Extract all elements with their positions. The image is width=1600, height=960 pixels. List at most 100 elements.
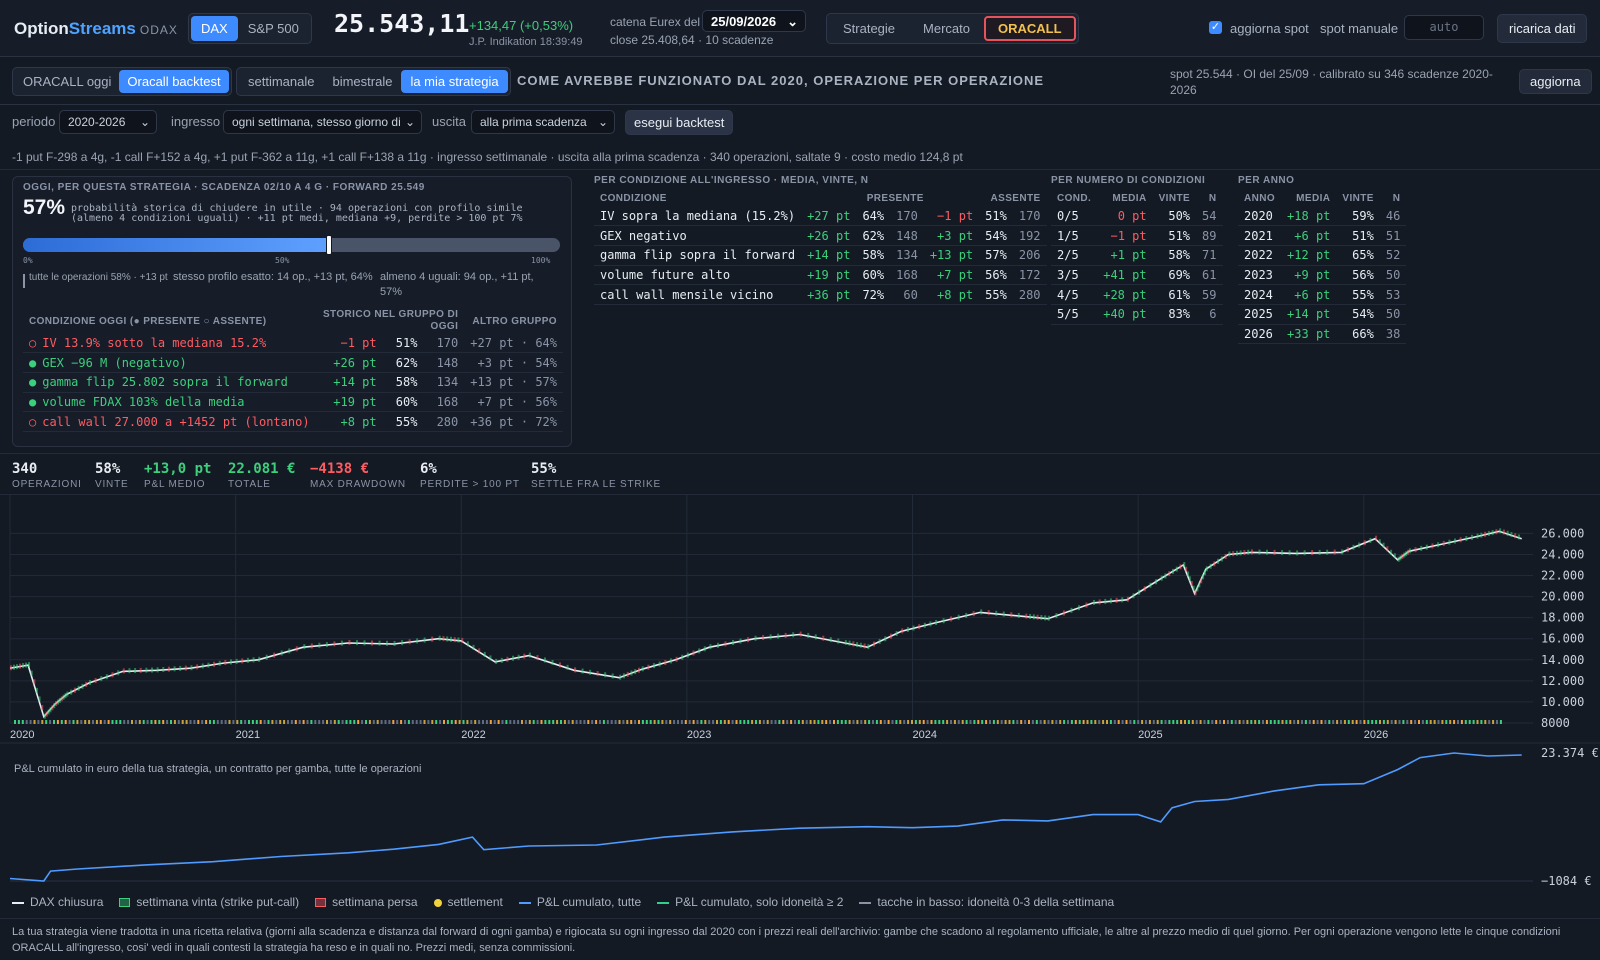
week-mark bbox=[1258, 549, 1261, 555]
week-mark bbox=[1010, 612, 1013, 618]
present-n: 134 bbox=[896, 248, 918, 263]
week-mark bbox=[523, 653, 526, 659]
row-label: 3/5 bbox=[1057, 267, 1079, 282]
legend-item: DAX chiusura bbox=[12, 895, 103, 909]
row-mean: +28 pt bbox=[1103, 287, 1147, 302]
week-mark bbox=[1476, 533, 1479, 539]
week-tick bbox=[1281, 720, 1284, 724]
week-tick bbox=[1332, 720, 1335, 724]
week-tick bbox=[524, 720, 527, 724]
today-card: OGGI, PER QUESTA STRATEGIA · SCADENZA 02… bbox=[12, 176, 572, 447]
week-mark bbox=[1029, 613, 1032, 619]
week-tick bbox=[446, 720, 449, 724]
present-win: 62% bbox=[862, 228, 885, 243]
tab-oracall-backtest[interactable]: Oracall backtest bbox=[119, 70, 229, 93]
periodo-select[interactable]: 2020-2026 ⌄ bbox=[59, 110, 157, 134]
week-mark bbox=[38, 696, 41, 702]
absent-win: 51% bbox=[985, 208, 1007, 223]
week-mark bbox=[630, 670, 633, 676]
legend-item: P&L cumulato, tutte bbox=[518, 895, 641, 909]
week-tick bbox=[80, 720, 83, 724]
aggiorna-button[interactable]: aggiorna bbox=[1519, 69, 1592, 94]
y-tick-label: 24.000 bbox=[1541, 547, 1584, 561]
note-almeno-4: almeno 4 uguali: 94 op., +11 pt, 57% bbox=[380, 271, 534, 298]
week-tick bbox=[1086, 720, 1089, 724]
table-row: gamma flip sopra il forward +14 pt 58% 134 +… bbox=[594, 245, 1047, 266]
indikation-time: J.P. Indikation 18:39:49 bbox=[469, 36, 583, 48]
tab-dax[interactable]: DAX bbox=[191, 16, 238, 41]
table-row: 1/5 −1 pt 51% 89 bbox=[1051, 226, 1223, 246]
week-tick bbox=[407, 720, 410, 724]
stat-item: 22.081 € TOTALE bbox=[228, 461, 295, 490]
week-tick bbox=[996, 720, 999, 724]
week-tick bbox=[731, 720, 734, 724]
week-mark bbox=[1358, 542, 1361, 548]
week-tick bbox=[1102, 720, 1105, 724]
week-mark bbox=[28, 662, 31, 668]
week-mark bbox=[950, 616, 953, 622]
week-mark bbox=[1093, 599, 1096, 605]
week-tick bbox=[49, 720, 52, 724]
week-tick bbox=[1172, 720, 1175, 724]
week-tick bbox=[212, 720, 215, 724]
week-mark bbox=[55, 701, 58, 707]
ricarica-dati-button[interactable]: ricarica dati bbox=[1497, 14, 1588, 43]
row-win: 69% bbox=[1168, 267, 1191, 282]
table-row: 3/5 +41 pt 69% 61 bbox=[1051, 265, 1223, 285]
week-mark bbox=[1047, 615, 1050, 621]
week-mark bbox=[1273, 549, 1276, 555]
week-tick bbox=[1464, 720, 1467, 724]
week-tick bbox=[1063, 720, 1066, 724]
uscita-select[interactable]: alla prima scadenza ⌄ bbox=[471, 110, 615, 134]
tab-bimestrale[interactable]: bimestrale bbox=[332, 74, 393, 89]
table-row: ○ IV 13.9% sotto la mediana 15.2% −1 pt 51%… bbox=[23, 333, 563, 353]
condition-text: volume FDAX 103% della media bbox=[42, 394, 245, 409]
col-header: N bbox=[1208, 192, 1217, 204]
row-mean: +14 pt bbox=[1287, 307, 1331, 322]
legend-item: settlement bbox=[433, 895, 503, 909]
week-tick bbox=[1308, 720, 1311, 724]
week-tick bbox=[1168, 720, 1171, 724]
tab-settimanale[interactable]: settimanale bbox=[248, 74, 315, 89]
aggiorna-spot-checkbox[interactable]: ✓ bbox=[1209, 21, 1222, 34]
stat-value: 22.081 € bbox=[228, 461, 296, 477]
tab-mercato[interactable]: Mercato bbox=[923, 21, 971, 36]
week-mark bbox=[1487, 530, 1490, 536]
week-mark bbox=[1196, 586, 1199, 592]
week-mark bbox=[386, 640, 389, 646]
week-tick bbox=[1164, 720, 1167, 724]
week-tick bbox=[977, 720, 980, 724]
spot-manuale-input[interactable]: auto bbox=[1404, 15, 1484, 40]
week-tick bbox=[415, 720, 418, 724]
tab-oracall[interactable]: ORACALL bbox=[984, 16, 1076, 41]
tab-strategie[interactable]: Strategie bbox=[843, 21, 896, 36]
week-mark bbox=[1484, 531, 1487, 537]
week-tick bbox=[443, 720, 445, 724]
tab-oracall-oggi[interactable]: ORACALL oggi bbox=[23, 74, 112, 89]
week-mark bbox=[295, 646, 298, 652]
ingresso-select[interactable]: ogni settimana, stesso giorno di ⌄ bbox=[223, 110, 422, 134]
legend-item: tacche in basso: idoneità 0-3 della sett… bbox=[859, 895, 1114, 909]
week-mark bbox=[1499, 528, 1502, 534]
esegui-backtest-button[interactable]: esegui backtest bbox=[625, 110, 734, 135]
week-mark bbox=[852, 641, 855, 647]
week-mark bbox=[957, 614, 960, 620]
col-assente: ASSENTE bbox=[990, 192, 1041, 204]
week-tick bbox=[1425, 720, 1428, 724]
week-tick bbox=[1078, 720, 1081, 724]
week-tick bbox=[493, 720, 496, 724]
catena-date-select[interactable]: 25/09/2026 ⌄ bbox=[702, 10, 806, 32]
week-mark bbox=[611, 673, 614, 679]
week-tick bbox=[193, 720, 196, 724]
week-mark bbox=[653, 663, 656, 669]
tab-sp500[interactable]: S&P 500 bbox=[247, 21, 299, 36]
week-mark bbox=[1228, 551, 1231, 557]
week-tick bbox=[552, 720, 555, 724]
week-tick bbox=[56, 720, 59, 724]
row-label: 2020 bbox=[1244, 208, 1273, 223]
index-selector: DAX S&P 500 bbox=[188, 13, 312, 44]
week-tick bbox=[649, 720, 652, 724]
tab-la-mia-strategia[interactable]: la mia strategia bbox=[401, 70, 508, 93]
week-tick bbox=[1301, 720, 1303, 724]
week-tick bbox=[848, 720, 851, 724]
